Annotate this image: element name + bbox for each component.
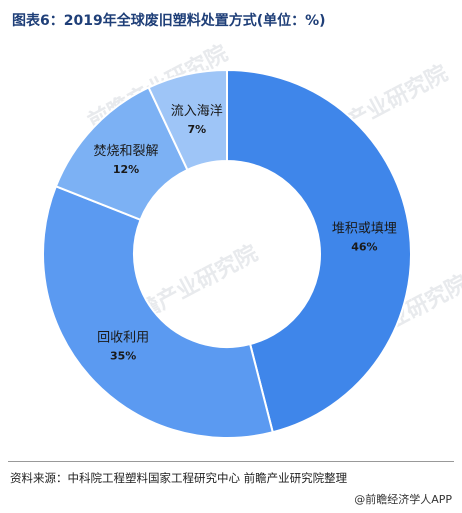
- credit-note: @前瞻经济学人APP: [354, 493, 452, 506]
- chart-title: 图表6：2019年全球废旧塑料处置方式(单位：%): [12, 13, 326, 29]
- donut-slice: [226, 68, 412, 434]
- slice-label: 堆积或填埋: [332, 222, 397, 237]
- donut-slice: [42, 184, 274, 439]
- slice-percent: 12%: [113, 163, 139, 176]
- slice-percent: 35%: [110, 350, 136, 363]
- donut-chart: 堆积或填埋 46% 回收利用 35% 焚烧和裂解 12% 流入海洋 7%: [42, 68, 412, 439]
- slice-labels: 堆积或填埋 46% 回收利用 35% 焚烧和裂解 12% 流入海洋 7%: [94, 104, 397, 363]
- slice-percent: 7%: [187, 123, 206, 136]
- donut-slice: [147, 68, 228, 172]
- footer-divider: [8, 461, 454, 462]
- slice-label: 流入海洋: [171, 104, 223, 119]
- source-note: 资料来源：中科院工程塑料国家工程研究中心 前瞻产业研究院整理: [10, 471, 348, 485]
- slice-label: 焚烧和裂解: [94, 144, 159, 159]
- slice-percent: 46%: [351, 241, 377, 254]
- slice-label: 回收利用: [97, 331, 149, 346]
- donut-slices: [42, 68, 412, 439]
